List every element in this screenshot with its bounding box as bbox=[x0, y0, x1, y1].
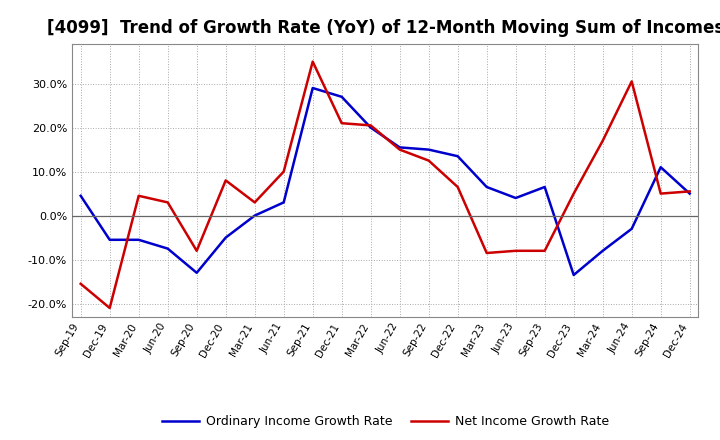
Net Income Growth Rate bbox=[76, 281, 85, 286]
Net Income Growth Rate bbox=[221, 178, 230, 183]
Ordinary Income Growth Rate bbox=[657, 165, 665, 170]
Net Income Growth Rate bbox=[541, 248, 549, 253]
Net Income Growth Rate bbox=[424, 158, 433, 163]
Net Income Growth Rate bbox=[105, 305, 114, 311]
Net Income Growth Rate bbox=[135, 193, 143, 198]
Ordinary Income Growth Rate bbox=[598, 248, 607, 253]
Ordinary Income Growth Rate bbox=[251, 213, 259, 218]
Ordinary Income Growth Rate bbox=[627, 226, 636, 231]
Ordinary Income Growth Rate bbox=[366, 125, 375, 130]
Net Income Growth Rate bbox=[570, 191, 578, 196]
Line: Net Income Growth Rate: Net Income Growth Rate bbox=[81, 62, 690, 308]
Ordinary Income Growth Rate bbox=[76, 193, 85, 198]
Ordinary Income Growth Rate bbox=[454, 154, 462, 159]
Ordinary Income Growth Rate bbox=[221, 235, 230, 240]
Legend: Ordinary Income Growth Rate, Net Income Growth Rate: Ordinary Income Growth Rate, Net Income … bbox=[157, 411, 613, 433]
Ordinary Income Growth Rate bbox=[395, 145, 404, 150]
Ordinary Income Growth Rate bbox=[135, 237, 143, 242]
Net Income Growth Rate bbox=[657, 191, 665, 196]
Net Income Growth Rate bbox=[308, 59, 317, 64]
Net Income Growth Rate bbox=[279, 169, 288, 174]
Net Income Growth Rate bbox=[482, 250, 491, 256]
Ordinary Income Growth Rate bbox=[424, 147, 433, 152]
Ordinary Income Growth Rate bbox=[511, 195, 520, 201]
Ordinary Income Growth Rate bbox=[541, 184, 549, 190]
Ordinary Income Growth Rate bbox=[685, 191, 694, 196]
Net Income Growth Rate bbox=[511, 248, 520, 253]
Net Income Growth Rate bbox=[251, 200, 259, 205]
Net Income Growth Rate bbox=[395, 147, 404, 152]
Ordinary Income Growth Rate bbox=[308, 85, 317, 91]
Net Income Growth Rate bbox=[192, 248, 201, 253]
Ordinary Income Growth Rate bbox=[482, 184, 491, 190]
Net Income Growth Rate bbox=[454, 184, 462, 190]
Net Income Growth Rate bbox=[627, 79, 636, 84]
Ordinary Income Growth Rate bbox=[279, 200, 288, 205]
Net Income Growth Rate bbox=[685, 189, 694, 194]
Net Income Growth Rate bbox=[338, 121, 346, 126]
Ordinary Income Growth Rate bbox=[105, 237, 114, 242]
Net Income Growth Rate bbox=[366, 123, 375, 128]
Ordinary Income Growth Rate bbox=[192, 270, 201, 275]
Ordinary Income Growth Rate bbox=[570, 272, 578, 278]
Line: Ordinary Income Growth Rate: Ordinary Income Growth Rate bbox=[81, 88, 690, 275]
Net Income Growth Rate bbox=[598, 138, 607, 143]
Ordinary Income Growth Rate bbox=[338, 94, 346, 99]
Ordinary Income Growth Rate bbox=[163, 246, 172, 251]
Title: [4099]  Trend of Growth Rate (YoY) of 12-Month Moving Sum of Incomes: [4099] Trend of Growth Rate (YoY) of 12-… bbox=[47, 19, 720, 37]
Net Income Growth Rate bbox=[163, 200, 172, 205]
